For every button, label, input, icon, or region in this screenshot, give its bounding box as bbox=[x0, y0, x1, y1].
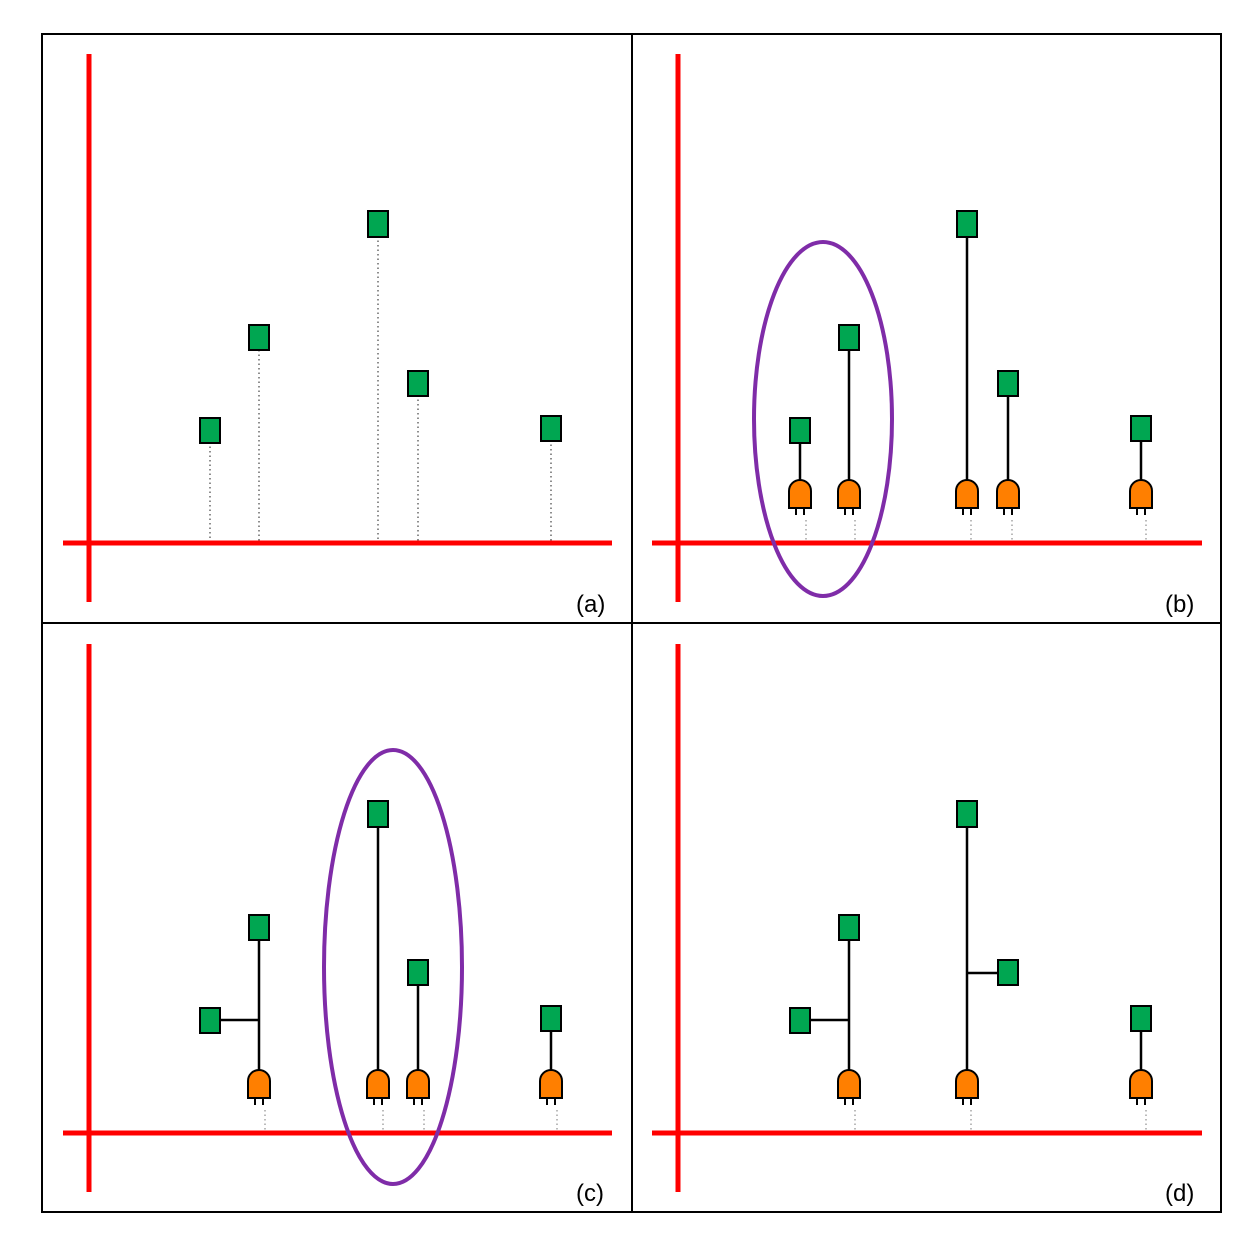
node-icon bbox=[838, 324, 860, 351]
plug-icon bbox=[366, 1069, 390, 1105]
node-icon bbox=[1130, 1005, 1152, 1032]
plug-icon bbox=[996, 479, 1020, 515]
plug-icon bbox=[955, 479, 979, 515]
plug-icon bbox=[247, 1069, 271, 1105]
connectors bbox=[798, 237, 1143, 484]
node-icon bbox=[248, 324, 270, 351]
node-icon bbox=[956, 800, 978, 828]
node-icon bbox=[367, 800, 389, 828]
panel-b: (b) bbox=[652, 54, 1202, 618]
plug-icon bbox=[788, 479, 812, 515]
panel-a: (a) bbox=[63, 54, 612, 618]
node-icon bbox=[789, 1007, 811, 1034]
node-icon bbox=[789, 417, 811, 444]
connectors bbox=[810, 827, 1143, 1074]
dotted-stems bbox=[854, 1110, 1147, 1131]
panel-c: (c) bbox=[63, 644, 612, 1207]
selection-ellipse bbox=[752, 240, 894, 598]
panel-label: (c) bbox=[576, 1180, 604, 1207]
selection-ellipse bbox=[322, 748, 464, 1186]
dotted-stems bbox=[209, 236, 552, 541]
plug-icon bbox=[406, 1069, 430, 1105]
plug-icon bbox=[539, 1069, 563, 1105]
node-icon bbox=[199, 417, 221, 444]
node-icon bbox=[1130, 415, 1152, 442]
node-icon bbox=[838, 914, 860, 941]
node-icon bbox=[248, 914, 270, 941]
node-icon bbox=[407, 959, 429, 986]
node-icon bbox=[407, 370, 429, 397]
node-icon bbox=[997, 370, 1019, 397]
dotted-stems bbox=[264, 1110, 558, 1131]
plug-icon bbox=[1129, 1069, 1153, 1105]
panel-label: (b) bbox=[1165, 591, 1194, 618]
dotted-stems bbox=[805, 520, 1147, 541]
node-icon bbox=[199, 1007, 221, 1034]
node-icon bbox=[540, 415, 562, 442]
node-icon bbox=[540, 1005, 562, 1032]
node-icon bbox=[997, 959, 1019, 986]
connectors bbox=[220, 827, 553, 1074]
plug-icon bbox=[955, 1069, 979, 1105]
node-icon bbox=[367, 210, 389, 238]
plug-icon bbox=[837, 1069, 861, 1105]
plug-icon bbox=[1129, 479, 1153, 515]
panel-label: (a) bbox=[576, 591, 605, 618]
panel-d: (d) bbox=[652, 644, 1202, 1207]
panel-label: (d) bbox=[1165, 1180, 1194, 1207]
plug-icon bbox=[837, 479, 861, 515]
node-icon bbox=[956, 210, 978, 238]
